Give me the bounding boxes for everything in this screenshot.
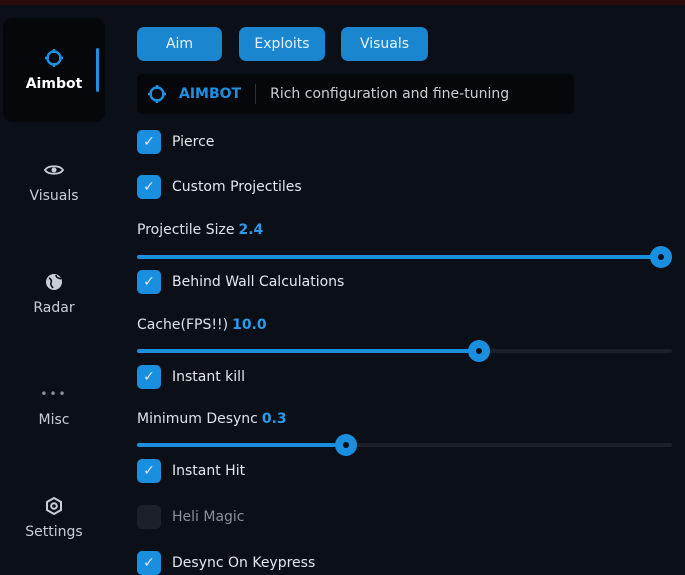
checkbox-label: Heli Magic bbox=[172, 509, 245, 525]
checkbox-label: Pierce bbox=[172, 134, 215, 150]
checkbox-empty bbox=[137, 505, 161, 529]
section-header: AIMBOT Rich configuration and fine-tunin… bbox=[137, 74, 574, 114]
sidebar-item-label: Misc bbox=[38, 412, 70, 428]
slider-handle[interactable] bbox=[650, 246, 672, 268]
crosshair-icon bbox=[147, 84, 167, 104]
slider-value: 10.0 bbox=[232, 317, 267, 333]
section-description: Rich configuration and fine-tuning bbox=[270, 86, 510, 102]
window-top-strip bbox=[0, 0, 685, 5]
checkmark-icon: ✓ bbox=[137, 459, 161, 483]
dots-icon: ••• bbox=[40, 387, 68, 401]
slider-label: Projectile Size bbox=[137, 222, 235, 238]
sidebar-item-label: Settings bbox=[25, 524, 83, 540]
heli-magic-checkbox[interactable]: Heli Magic bbox=[137, 505, 245, 529]
checkmark-icon: ✓ bbox=[137, 365, 161, 389]
projectile-size-label: Projectile Size 2.4 bbox=[137, 222, 263, 238]
section-title: AIMBOT bbox=[179, 86, 242, 102]
pierce-checkbox[interactable]: ✓ Pierce bbox=[137, 130, 214, 154]
behind-wall-checkbox[interactable]: ✓ Behind Wall Calculations bbox=[137, 270, 344, 294]
checkbox-label: Instant kill bbox=[172, 369, 245, 385]
sidebar-item-label: Visuals bbox=[29, 188, 79, 204]
sidebar-item-label: Aimbot bbox=[25, 76, 83, 92]
slider-handle[interactable] bbox=[334, 434, 357, 456]
tab-aim[interactable]: Aim bbox=[137, 27, 222, 61]
tab-exploits[interactable]: Exploits bbox=[239, 27, 325, 61]
globe-icon bbox=[44, 272, 64, 292]
checkmark-icon: ✓ bbox=[137, 130, 161, 154]
slider-fill bbox=[137, 349, 480, 353]
slider-fill bbox=[137, 443, 346, 447]
checkbox-label: Instant Hit bbox=[172, 463, 246, 479]
sidebar-item-radar[interactable]: Radar bbox=[3, 242, 105, 346]
min-desync-label: Minimum Desync 0.3 bbox=[137, 411, 287, 427]
sidebar-item-misc[interactable]: ••• Misc bbox=[3, 354, 105, 458]
checkbox-label: Desync On Keypress bbox=[172, 555, 316, 571]
checkmark-icon: ✓ bbox=[137, 175, 161, 199]
sidebar-item-label: Radar bbox=[33, 300, 75, 316]
slider-fill bbox=[137, 255, 672, 259]
crosshair-icon bbox=[44, 48, 64, 68]
slider-label: Cache(FPS!!) bbox=[137, 317, 229, 333]
slider-value: 2.4 bbox=[238, 222, 264, 238]
checkbox-label: Custom Projectiles bbox=[172, 179, 302, 195]
projectile-size-slider[interactable] bbox=[137, 246, 672, 268]
instant-hit-checkbox[interactable]: ✓ Instant Hit bbox=[137, 459, 245, 483]
gear-icon bbox=[44, 496, 64, 516]
cache-slider[interactable] bbox=[137, 340, 672, 362]
custom-projectiles-checkbox[interactable]: ✓ Custom Projectiles bbox=[137, 175, 302, 199]
checkbox-label: Behind Wall Calculations bbox=[172, 274, 345, 290]
min-desync-slider[interactable] bbox=[137, 434, 672, 456]
eye-icon bbox=[44, 160, 64, 180]
checkmark-icon: ✓ bbox=[137, 270, 161, 294]
cache-label: Cache(FPS!!) 10.0 bbox=[137, 317, 267, 333]
sidebar-item-aimbot[interactable]: Aimbot bbox=[3, 18, 105, 122]
sidebar-item-settings[interactable]: Settings bbox=[3, 466, 105, 570]
slider-value: 0.3 bbox=[261, 411, 287, 427]
desync-keypress-checkbox[interactable]: ✓ Desync On Keypress bbox=[137, 551, 315, 575]
divider bbox=[255, 84, 257, 104]
slider-handle[interactable] bbox=[468, 340, 491, 362]
sidebar-item-visuals[interactable]: Visuals bbox=[3, 130, 105, 234]
instant-kill-checkbox[interactable]: ✓ Instant kill bbox=[137, 365, 245, 389]
tab-visuals[interactable]: Visuals bbox=[341, 27, 428, 61]
checkmark-icon: ✓ bbox=[137, 551, 161, 575]
active-indicator bbox=[96, 48, 99, 92]
slider-label: Minimum Desync bbox=[137, 411, 258, 427]
